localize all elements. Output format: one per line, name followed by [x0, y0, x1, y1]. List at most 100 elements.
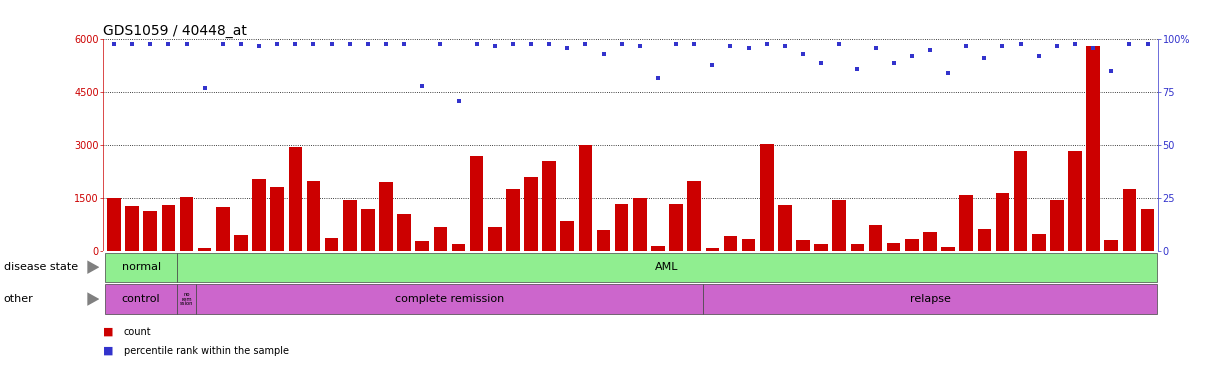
- Point: [939, 70, 958, 76]
- Bar: [651, 246, 665, 251]
- Text: percentile rank within the sample: percentile rank within the sample: [124, 346, 289, 355]
- Text: complete remission: complete remission: [394, 294, 505, 304]
- Polygon shape: [87, 292, 99, 306]
- Point: [485, 43, 505, 49]
- Bar: [234, 236, 247, 251]
- Point: [250, 43, 269, 49]
- Point: [123, 40, 142, 46]
- Point: [866, 45, 885, 51]
- Text: relapse: relapse: [910, 294, 950, 304]
- Text: count: count: [124, 327, 152, 337]
- Bar: [959, 195, 973, 251]
- Point: [213, 40, 233, 46]
- Point: [1083, 45, 1103, 51]
- Point: [195, 85, 215, 91]
- Bar: [125, 206, 139, 251]
- Bar: [524, 177, 537, 251]
- Bar: [380, 182, 393, 251]
- Point: [648, 75, 667, 81]
- Text: ■: ■: [103, 346, 114, 355]
- Point: [522, 40, 541, 46]
- Point: [1138, 40, 1157, 46]
- Point: [974, 56, 993, 62]
- Bar: [1032, 234, 1046, 251]
- Bar: [289, 147, 302, 251]
- Bar: [542, 161, 556, 251]
- Bar: [104, 252, 177, 282]
- Point: [1010, 40, 1030, 46]
- Bar: [778, 206, 792, 251]
- Point: [104, 40, 124, 46]
- Bar: [1069, 151, 1082, 251]
- Text: AML: AML: [655, 262, 679, 272]
- Point: [811, 60, 831, 66]
- Point: [594, 51, 614, 57]
- Bar: [978, 230, 991, 251]
- Bar: [488, 226, 501, 251]
- Bar: [195, 284, 704, 314]
- Point: [159, 40, 178, 46]
- Bar: [814, 244, 828, 251]
- Bar: [706, 248, 719, 251]
- Bar: [905, 239, 918, 251]
- Bar: [923, 232, 936, 251]
- Bar: [143, 211, 156, 251]
- Point: [449, 98, 468, 104]
- Bar: [361, 209, 375, 251]
- Bar: [869, 225, 882, 251]
- Point: [540, 40, 559, 46]
- Bar: [1105, 240, 1118, 251]
- Bar: [688, 181, 701, 251]
- Bar: [270, 187, 284, 251]
- Point: [1065, 40, 1084, 46]
- Point: [285, 40, 304, 46]
- Point: [232, 40, 251, 46]
- Point: [177, 40, 197, 46]
- Text: ■: ■: [103, 327, 114, 337]
- Point: [684, 40, 704, 46]
- Point: [321, 40, 341, 46]
- Bar: [941, 247, 955, 251]
- Bar: [887, 243, 900, 251]
- Bar: [107, 198, 121, 251]
- Point: [793, 51, 813, 57]
- Point: [431, 40, 450, 46]
- Point: [957, 43, 976, 49]
- Point: [1101, 68, 1121, 74]
- Bar: [1122, 189, 1137, 251]
- Point: [775, 43, 795, 49]
- Bar: [180, 197, 193, 251]
- Point: [1047, 43, 1066, 49]
- Point: [376, 40, 395, 46]
- Bar: [307, 181, 320, 251]
- Point: [902, 53, 922, 59]
- Bar: [198, 248, 211, 251]
- Bar: [996, 193, 1009, 251]
- Bar: [161, 206, 175, 251]
- Point: [739, 45, 758, 51]
- Bar: [104, 284, 177, 314]
- Bar: [670, 204, 683, 251]
- Bar: [796, 240, 810, 251]
- Bar: [742, 239, 756, 251]
- Point: [303, 40, 323, 46]
- Bar: [469, 156, 484, 251]
- Text: normal: normal: [121, 262, 161, 272]
- Bar: [1014, 151, 1027, 251]
- Bar: [506, 189, 519, 251]
- Point: [576, 40, 596, 46]
- Bar: [761, 144, 774, 251]
- Bar: [433, 226, 448, 251]
- Bar: [832, 200, 847, 251]
- Bar: [252, 179, 266, 251]
- Bar: [415, 242, 429, 251]
- Text: disease state: disease state: [4, 262, 78, 272]
- Point: [613, 40, 632, 46]
- Bar: [1050, 200, 1064, 251]
- Point: [467, 40, 486, 46]
- Polygon shape: [87, 260, 99, 274]
- Bar: [597, 230, 610, 251]
- Bar: [704, 284, 1157, 314]
- Point: [992, 43, 1012, 49]
- Point: [394, 40, 414, 46]
